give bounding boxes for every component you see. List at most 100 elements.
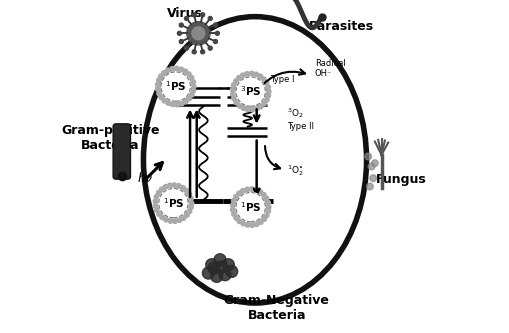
Text: $^1$PS: $^1$PS xyxy=(162,196,184,210)
Circle shape xyxy=(177,31,181,35)
Circle shape xyxy=(213,23,217,27)
Circle shape xyxy=(245,107,249,112)
Circle shape xyxy=(264,81,268,85)
Circle shape xyxy=(254,222,259,226)
Circle shape xyxy=(231,83,236,88)
Circle shape xyxy=(253,72,258,77)
Circle shape xyxy=(240,73,245,78)
Circle shape xyxy=(236,191,241,196)
Circle shape xyxy=(230,92,235,97)
Text: Gram-Negative
Bacteria: Gram-Negative Bacteria xyxy=(223,294,329,322)
Circle shape xyxy=(258,220,263,224)
Circle shape xyxy=(184,46,188,50)
Circle shape xyxy=(175,102,179,107)
Circle shape xyxy=(245,222,249,227)
Circle shape xyxy=(364,153,371,160)
Circle shape xyxy=(234,100,238,105)
Circle shape xyxy=(167,183,172,188)
Circle shape xyxy=(179,101,184,106)
FancyBboxPatch shape xyxy=(113,124,130,179)
Circle shape xyxy=(154,194,159,199)
Text: Gram-positive
Bacteria: Gram-positive Bacteria xyxy=(61,124,159,152)
Circle shape xyxy=(261,101,266,106)
Text: $^1$PS: $^1$PS xyxy=(240,85,261,99)
Circle shape xyxy=(213,40,217,44)
Circle shape xyxy=(261,77,266,82)
Circle shape xyxy=(183,69,187,74)
Circle shape xyxy=(265,200,270,205)
Circle shape xyxy=(161,72,190,101)
Circle shape xyxy=(366,183,373,190)
Circle shape xyxy=(186,22,210,45)
Circle shape xyxy=(233,79,238,84)
Circle shape xyxy=(180,185,185,190)
Circle shape xyxy=(231,96,236,101)
Circle shape xyxy=(153,199,158,203)
Circle shape xyxy=(241,106,245,110)
Text: Parasites: Parasites xyxy=(308,20,374,33)
Circle shape xyxy=(249,187,253,191)
Text: Radical
OH⁻: Radical OH⁻ xyxy=(315,59,345,78)
Circle shape xyxy=(231,198,236,203)
Circle shape xyxy=(215,31,219,35)
Circle shape xyxy=(190,80,195,85)
Circle shape xyxy=(258,74,262,79)
Circle shape xyxy=(177,218,181,222)
Circle shape xyxy=(265,209,270,213)
Circle shape xyxy=(191,84,195,89)
Circle shape xyxy=(258,104,263,109)
Circle shape xyxy=(173,219,177,223)
Circle shape xyxy=(210,270,222,282)
Text: $^1$O$_2^{\bullet}$: $^1$O$_2^{\bullet}$ xyxy=(286,163,303,178)
Text: Type I: Type I xyxy=(269,75,294,85)
Circle shape xyxy=(265,93,270,98)
Circle shape xyxy=(205,259,217,271)
Circle shape xyxy=(174,66,179,71)
Circle shape xyxy=(166,101,171,105)
Circle shape xyxy=(234,216,238,220)
Circle shape xyxy=(208,46,212,50)
Circle shape xyxy=(192,13,196,17)
Circle shape xyxy=(237,103,241,108)
Circle shape xyxy=(156,190,161,195)
Circle shape xyxy=(163,217,168,222)
Circle shape xyxy=(244,187,249,192)
Circle shape xyxy=(200,50,204,54)
Circle shape xyxy=(169,67,174,71)
Circle shape xyxy=(371,160,378,166)
Circle shape xyxy=(154,208,159,212)
Circle shape xyxy=(179,23,183,27)
Circle shape xyxy=(202,267,214,279)
Circle shape xyxy=(168,218,173,223)
Circle shape xyxy=(176,184,181,188)
Circle shape xyxy=(261,217,266,221)
Circle shape xyxy=(188,196,193,201)
Circle shape xyxy=(163,184,167,189)
Circle shape xyxy=(153,203,158,208)
Circle shape xyxy=(266,205,270,209)
Circle shape xyxy=(189,201,193,205)
Circle shape xyxy=(258,189,262,194)
Circle shape xyxy=(179,67,183,72)
Circle shape xyxy=(159,95,163,100)
Circle shape xyxy=(186,192,191,197)
Circle shape xyxy=(192,50,196,54)
Circle shape xyxy=(244,72,249,76)
Circle shape xyxy=(265,85,270,90)
Circle shape xyxy=(208,16,212,20)
Circle shape xyxy=(230,207,235,212)
Circle shape xyxy=(186,96,191,101)
Circle shape xyxy=(231,212,236,216)
Circle shape xyxy=(261,192,266,197)
Circle shape xyxy=(367,163,374,170)
Circle shape xyxy=(170,102,175,107)
Circle shape xyxy=(184,16,188,20)
Text: Fungus: Fungus xyxy=(376,173,426,186)
Circle shape xyxy=(184,213,189,217)
Circle shape xyxy=(264,213,268,218)
Circle shape xyxy=(156,91,161,96)
Circle shape xyxy=(155,87,160,92)
Circle shape xyxy=(233,194,238,199)
Circle shape xyxy=(200,13,204,17)
Circle shape xyxy=(158,188,188,218)
